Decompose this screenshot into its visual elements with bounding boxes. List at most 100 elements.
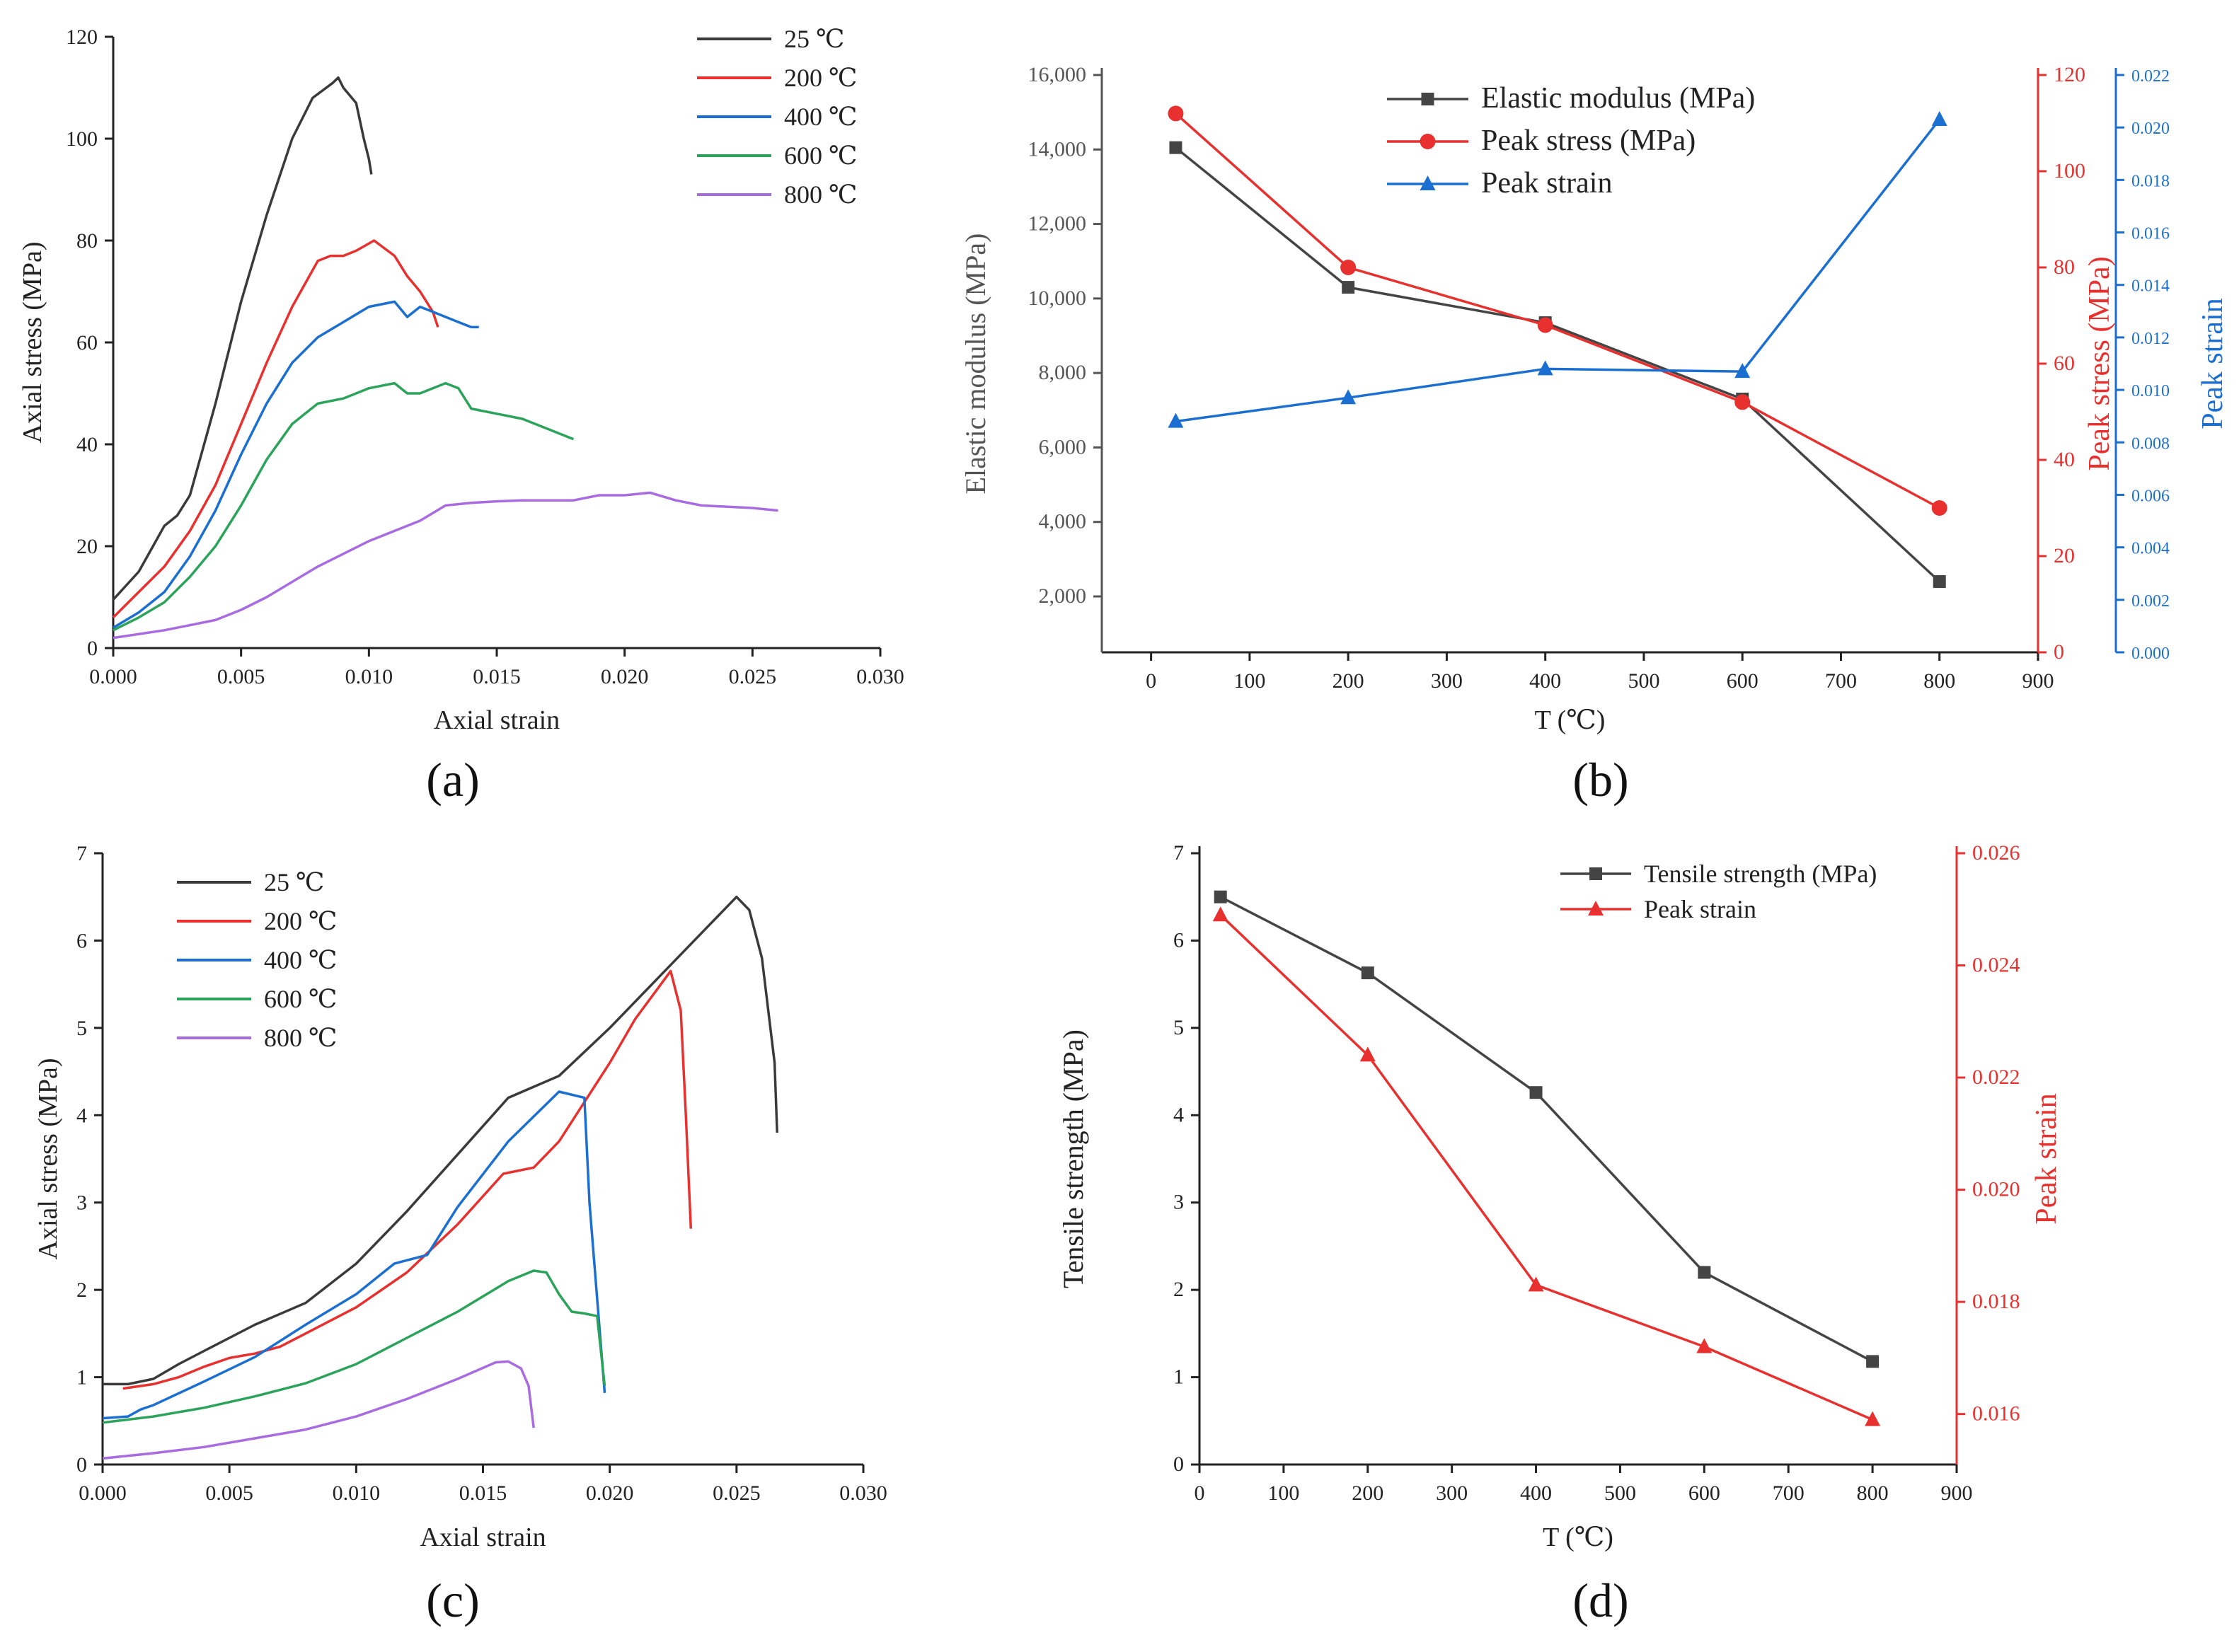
y-tick-label: 40 [2054,448,2075,471]
panel-c: 0.000 0.005 0.010 0.015 0.020 0.025 0.030 Axial… [33,842,887,1552]
legend-label: 25 ℃ [264,868,324,896]
legend-marker [1589,867,1602,880]
y-tick-label: 40 [76,433,98,456]
x-tick-label: 700 [1773,1481,1805,1505]
y-tick-label: 0.008 [2131,434,2170,453]
y-axis-title-1: Peak stress (MPa) [2083,256,2116,470]
x-tick-label: 300 [1431,669,1463,693]
series-line-600C [113,381,575,632]
y-tick-label: 0.002 [2131,592,2170,611]
legend-label: Peak strain [1644,895,1756,923]
series-line-400C [102,1090,606,1420]
y-tick-label: 3 [1173,1191,1184,1214]
series-line-2 [1175,119,1941,423]
data-point-triangle [1537,360,1553,376]
y-tick-label: 1 [1173,1365,1184,1389]
y-tick-label: 0.018 [2131,172,2170,190]
legend-label: Elastic modulus (MPa) [1481,82,1755,115]
x-axis-title: Axial strain [434,705,560,735]
x-tick-label: 400 [1520,1481,1552,1505]
data-point-triangle [1212,906,1228,922]
x-tick-label: 0.030 [856,665,904,688]
y-tick-label: 100 [2054,159,2085,183]
x-axis-title: T (℃) [1535,705,1606,735]
x-tick-label: 0.005 [217,665,265,688]
panel-label-d: (d) [1572,1573,1628,1627]
data-point-triangle [1696,1338,1713,1353]
legend-label: 800 ℃ [264,1024,337,1052]
y-axis-title-2: Peak strain [2197,298,2229,429]
y-tick-label: 0.016 [2131,225,2170,243]
x-tick-label: 200 [1333,669,1364,693]
y-tick-label: 12,000 [1028,212,1087,236]
x-tick-label: 0.020 [586,1481,634,1505]
y-tick-label: 3 [76,1191,87,1215]
data-point-circle [1340,260,1357,275]
y-tick-label: 0 [2054,640,2064,664]
y-tick-label: 0.022 [2131,67,2170,86]
y-tick-label: 8,000 [1039,361,1087,384]
data-point-square [1361,966,1374,980]
x-tick-label: 600 [1688,1481,1720,1505]
y-tick-label: 0.018 [1972,1290,2020,1313]
x-tick-label: 800 [1923,669,1955,693]
legend-marker [1588,901,1604,915]
data-point-square [1529,1086,1543,1099]
legend-label: Tensile strength (MPa) [1644,860,1877,888]
x-tick-label: 0.025 [713,1481,761,1505]
y-tick-label: 5 [76,1017,87,1040]
x-tick-label: 0.000 [89,665,137,688]
data-point-circle [1734,394,1751,410]
y-tick-label: 6,000 [1039,435,1087,458]
y-axis-title: Axial stress (MPa) [33,1058,63,1260]
data-point-square [1698,1266,1711,1279]
y-tick-label: 0.010 [2131,382,2170,400]
x-tick-label: 300 [1436,1481,1468,1505]
y-axis-title-0: Elastic modulus (MPa) [960,233,991,495]
legend-label: 200 ℃ [264,907,337,935]
y-tick-label: 80 [2054,255,2075,279]
data-point-triangle [1734,363,1751,379]
y-tick-label: 0.014 [2131,277,2170,296]
y-tick-label: 0.004 [2131,540,2170,558]
x-tick-label: 400 [1529,669,1561,693]
legend-label: 600 ℃ [264,985,337,1013]
x-tick-label: 700 [1825,669,1857,693]
panel-label-a: (a) [426,753,479,807]
series-line-1 [1219,913,1873,1421]
x-tick-label: 800 [1857,1481,1889,1505]
x-tick-label: 500 [1628,669,1659,693]
y-axis-title-0: Tensile strength (MPa) [1057,1029,1089,1288]
x-tick-label: 900 [2022,669,2054,693]
y-tick-label: 14,000 [1028,137,1087,161]
y-tick-label: 5 [1173,1016,1184,1039]
series-line-0 [1175,146,1940,583]
data-point-square [1214,890,1227,903]
legend-label: 400 ℃ [784,103,857,131]
x-tick-label: 0 [1195,1481,1205,1505]
series-line-800C [102,1360,535,1460]
y-tick-label: 0.020 [2131,120,2170,138]
series-line-200C [112,239,439,619]
y-tick-label: 4 [76,1104,87,1127]
y-tick-label: 20 [2054,544,2075,567]
y-tick-label: 6 [76,929,87,952]
y-tick-label: 0.006 [2131,487,2170,505]
series-line-200C [122,969,693,1390]
data-point-square [1933,574,1946,588]
x-tick-label: 0.015 [473,665,521,688]
series-line-25C [103,895,778,1386]
y-tick-label: 6 [1173,928,1184,952]
x-tick-label: 0 [1146,669,1156,693]
data-point-square [1169,141,1182,154]
legend-label: 200 ℃ [784,64,857,92]
y-tick-label: 100 [66,127,98,151]
data-point-circle [1537,317,1553,333]
y-tick-label: 10,000 [1028,287,1087,310]
y-tick-label: 2 [76,1278,87,1302]
panel-a: 0.000 0.005 0.010 0.015 0.020 0.025 0.030 Axial… [18,25,904,735]
x-axis-title: Axial strain [420,1523,546,1552]
x-tick-label: 0.010 [333,1481,381,1505]
